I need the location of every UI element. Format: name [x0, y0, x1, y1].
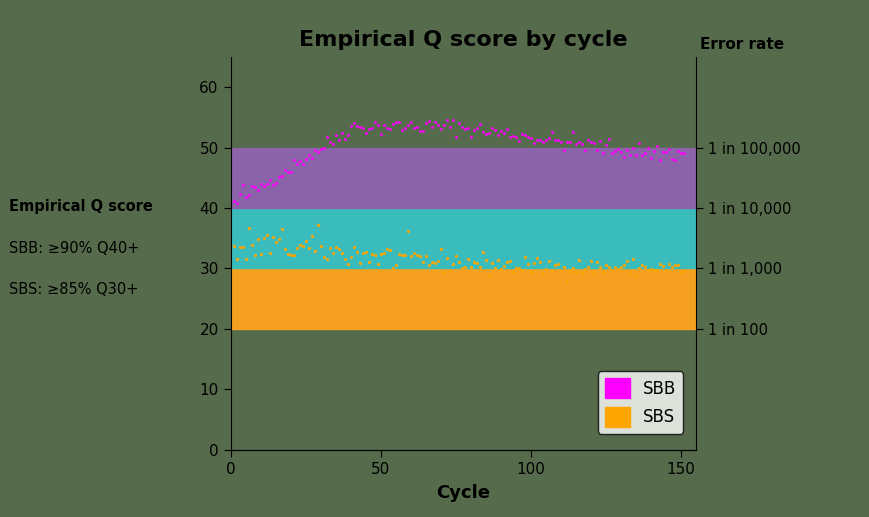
Bar — [230, 208, 695, 268]
Legend: SBB, SBS: SBB, SBS — [597, 371, 682, 434]
Text: Error rate: Error rate — [700, 37, 784, 52]
Text: Empirical Q score: Empirical Q score — [9, 199, 152, 215]
Text: SBB: ≥90% Q40+: SBB: ≥90% Q40+ — [9, 240, 139, 256]
Title: Empirical Q score by cycle: Empirical Q score by cycle — [299, 30, 627, 50]
Bar — [230, 268, 695, 329]
X-axis label: Cycle: Cycle — [435, 483, 490, 501]
Text: SBS: ≥85% Q30+: SBS: ≥85% Q30+ — [9, 282, 138, 297]
Bar — [230, 147, 695, 208]
